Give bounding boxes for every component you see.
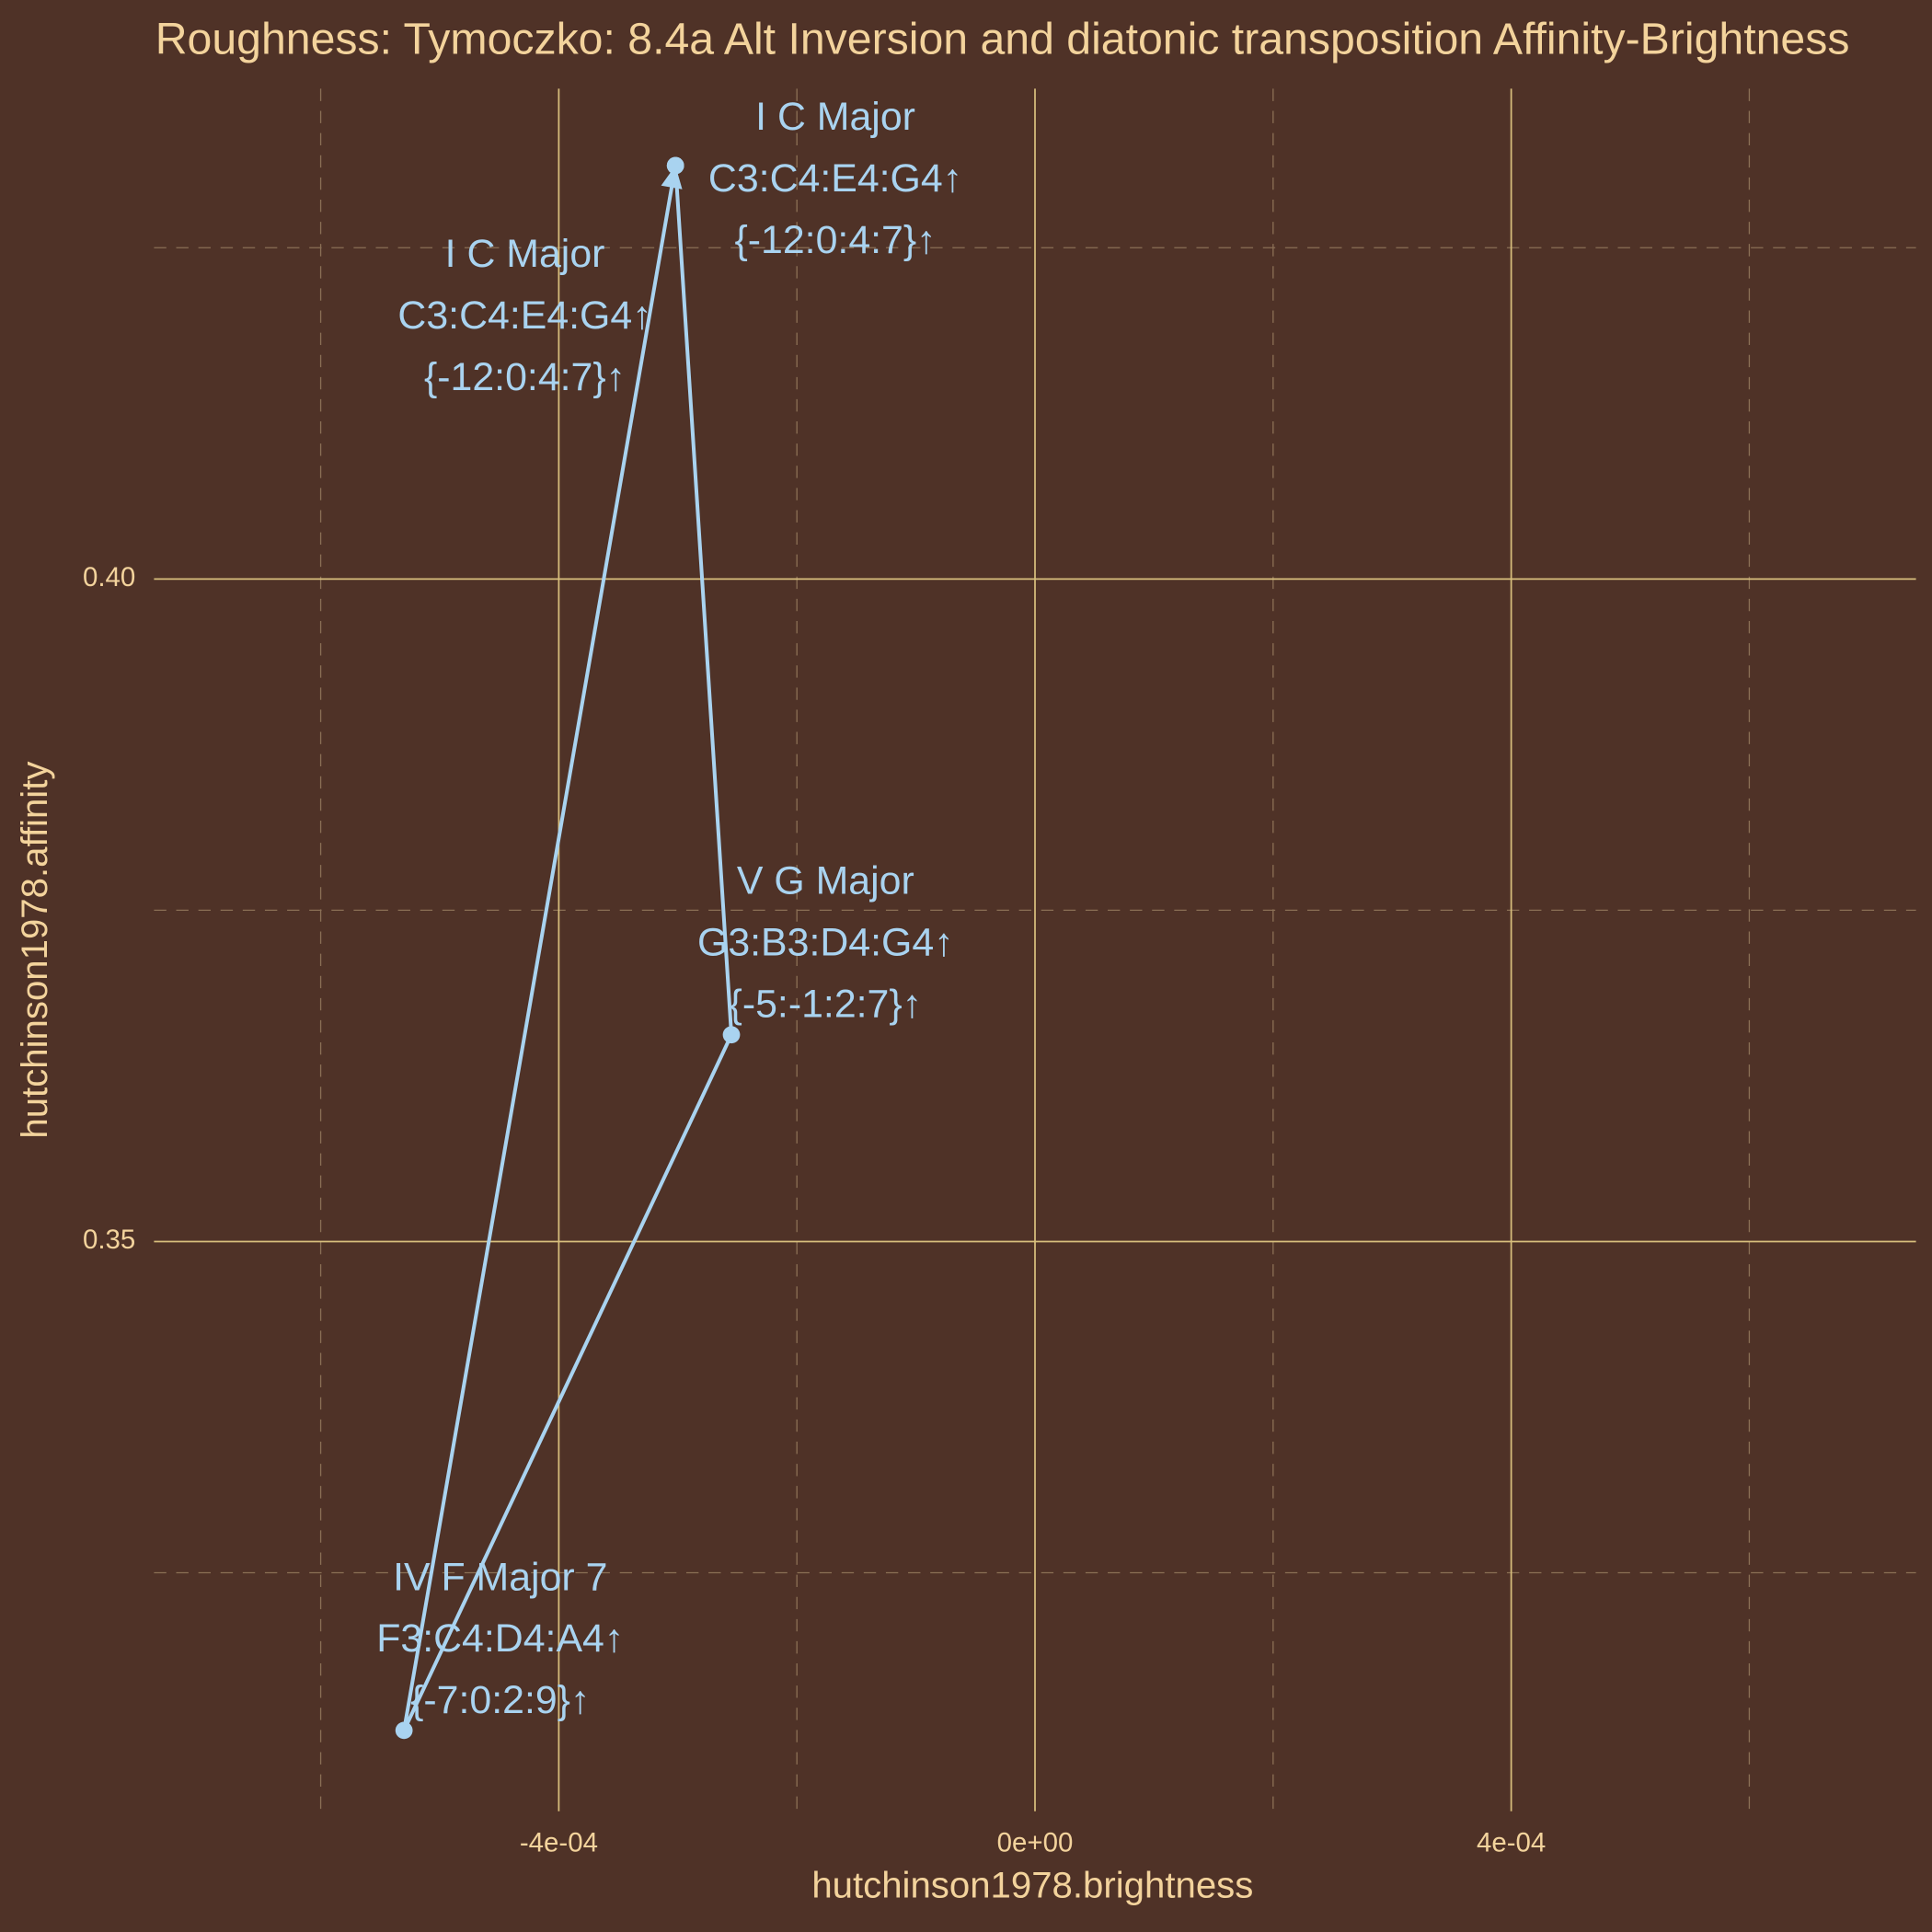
point-label: {-12:0:4:7}↑ bbox=[424, 355, 626, 399]
point-label: {-7:0:2:9}↑ bbox=[410, 1678, 590, 1722]
point-label: G3:B3:D4:G4↑ bbox=[697, 921, 954, 965]
chart-title: Roughness: Tymoczko: 8.4a Alt Inversion … bbox=[155, 14, 1850, 63]
point-label: F3:C4:D4:A4↑ bbox=[376, 1616, 624, 1661]
point-label: I C Major bbox=[445, 232, 605, 276]
x-tick-label: -4e-04 bbox=[520, 1828, 598, 1858]
point-label: I C Major bbox=[755, 95, 915, 139]
point-label: IV F Major 7 bbox=[393, 1555, 607, 1599]
point bbox=[722, 1026, 741, 1044]
point-label: {-12:0:4:7}↑ bbox=[734, 218, 936, 262]
line bbox=[402, 165, 734, 1731]
point-label: C3:C4:E4:G4↑ bbox=[708, 156, 962, 201]
point-label: V G Major bbox=[737, 859, 914, 903]
point-label: {-5:-1:2:7}↑ bbox=[730, 983, 923, 1027]
y-tick-label: 0.35 bbox=[83, 1225, 135, 1255]
point-label: C3:C4:E4:G4↑ bbox=[397, 293, 651, 338]
point bbox=[666, 156, 684, 175]
x-tick-label: 0e+00 bbox=[997, 1828, 1074, 1858]
y-axis-label: hutchinson1978.affinity bbox=[14, 762, 55, 1139]
x-tick-label: 4e-04 bbox=[1477, 1828, 1546, 1858]
point bbox=[395, 1721, 413, 1740]
y-tick-label: 0.40 bbox=[83, 562, 135, 592]
x-axis-label: hutchinson1978.brightness bbox=[811, 1864, 1253, 1905]
